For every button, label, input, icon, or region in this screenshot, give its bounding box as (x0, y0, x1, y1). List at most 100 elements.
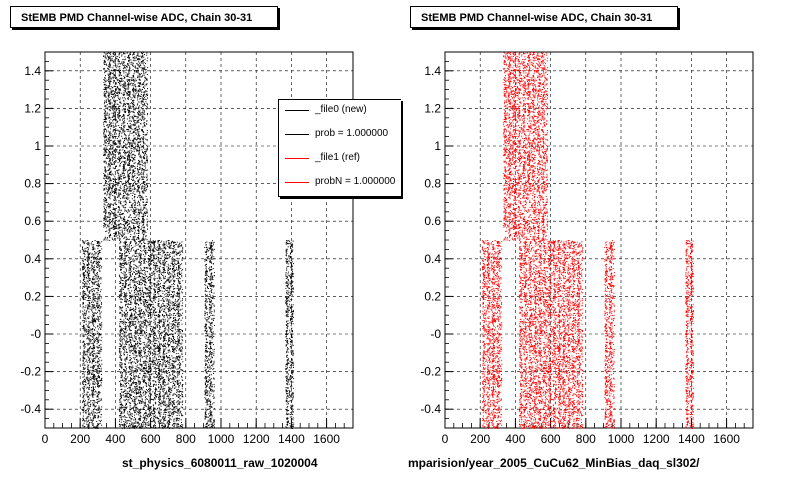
data-point (129, 184, 131, 186)
data-point (127, 103, 129, 104)
data-point (82, 313, 84, 315)
data-point (137, 86, 139, 87)
data-point (86, 359, 88, 361)
data-point (99, 350, 100, 352)
data-point (95, 296, 97, 298)
data-point (139, 66, 141, 68)
data-point (96, 383, 98, 385)
data-point (119, 78, 121, 79)
data-point (103, 147, 105, 149)
data-point (90, 332, 92, 334)
data-point (143, 69, 145, 71)
data-point (131, 176, 133, 178)
data-point (99, 310, 100, 312)
data-point (97, 284, 98, 286)
data-point (99, 385, 100, 387)
data-point (112, 146, 114, 148)
data-point (87, 417, 89, 419)
data-point (118, 146, 120, 148)
data-point (109, 83, 110, 84)
data-point (128, 65, 130, 66)
data-point (87, 333, 89, 335)
data-point (98, 334, 100, 336)
data-point (134, 213, 136, 215)
data-point (131, 79, 132, 81)
data-point (97, 251, 99, 253)
data-point (133, 170, 135, 172)
data-point (128, 179, 130, 181)
data-point (118, 53, 120, 55)
data-point (106, 230, 108, 232)
data-point (100, 317, 102, 319)
data-point (114, 136, 116, 137)
data-point (129, 62, 131, 64)
data-point (144, 81, 146, 83)
data-point (124, 157, 126, 159)
data-point (123, 105, 125, 107)
data-point (144, 105, 146, 107)
data-point (128, 380, 130, 382)
data-point (124, 185, 126, 186)
data-point (122, 175, 124, 177)
data-point (93, 254, 94, 256)
data-point (88, 414, 90, 415)
data-point (119, 65, 121, 67)
data-point (164, 330, 166, 332)
data-point (120, 193, 122, 195)
data-point (122, 171, 124, 173)
data-point (105, 70, 107, 72)
data-point (125, 106, 126, 108)
data-point (142, 113, 144, 115)
data-point (127, 192, 129, 194)
data-point (129, 93, 131, 95)
data-point (137, 95, 139, 97)
data-point (94, 341, 96, 343)
data-point (93, 360, 95, 361)
data-point (108, 226, 110, 228)
data-point (105, 121, 107, 123)
data-point (141, 196, 143, 198)
data-point (142, 52, 144, 54)
data-point (110, 60, 112, 62)
data-point (139, 198, 141, 200)
data-point (117, 159, 119, 160)
data-point (139, 205, 141, 207)
data-point (133, 206, 135, 208)
data-point (154, 338, 156, 340)
data-point (119, 60, 120, 62)
data-point (86, 417, 88, 419)
data-point (143, 94, 145, 96)
data-point (125, 202, 127, 204)
data-point (121, 178, 123, 180)
data-point (93, 276, 95, 278)
data-point (82, 418, 84, 420)
data-point (125, 283, 127, 285)
data-point (160, 384, 161, 386)
data-point (108, 144, 110, 146)
data-point (91, 281, 93, 283)
data-point (87, 344, 89, 346)
data-point (131, 189, 133, 191)
data-point (90, 335, 91, 336)
data-point (98, 416, 100, 418)
data-point (84, 343, 86, 345)
scatter-plot-left: -0.4-0.2-00.20.40.60.811.21.40 200 400 600 8… (20, 51, 354, 446)
data-point (109, 222, 111, 223)
data-point (110, 192, 112, 194)
data-point (132, 110, 134, 112)
data-point (120, 72, 122, 73)
data-point (113, 204, 114, 206)
data-point (116, 179, 118, 180)
data-point (117, 151, 119, 153)
data-point (114, 52, 116, 54)
data-point (138, 214, 140, 216)
data-point (92, 383, 94, 385)
data-point (104, 217, 106, 219)
data-point (122, 217, 124, 219)
data-point (97, 255, 99, 257)
data-point (120, 77, 122, 79)
data-point (98, 307, 100, 308)
data-point (109, 223, 111, 225)
data-point (140, 208, 142, 210)
data-point (119, 366, 121, 367)
